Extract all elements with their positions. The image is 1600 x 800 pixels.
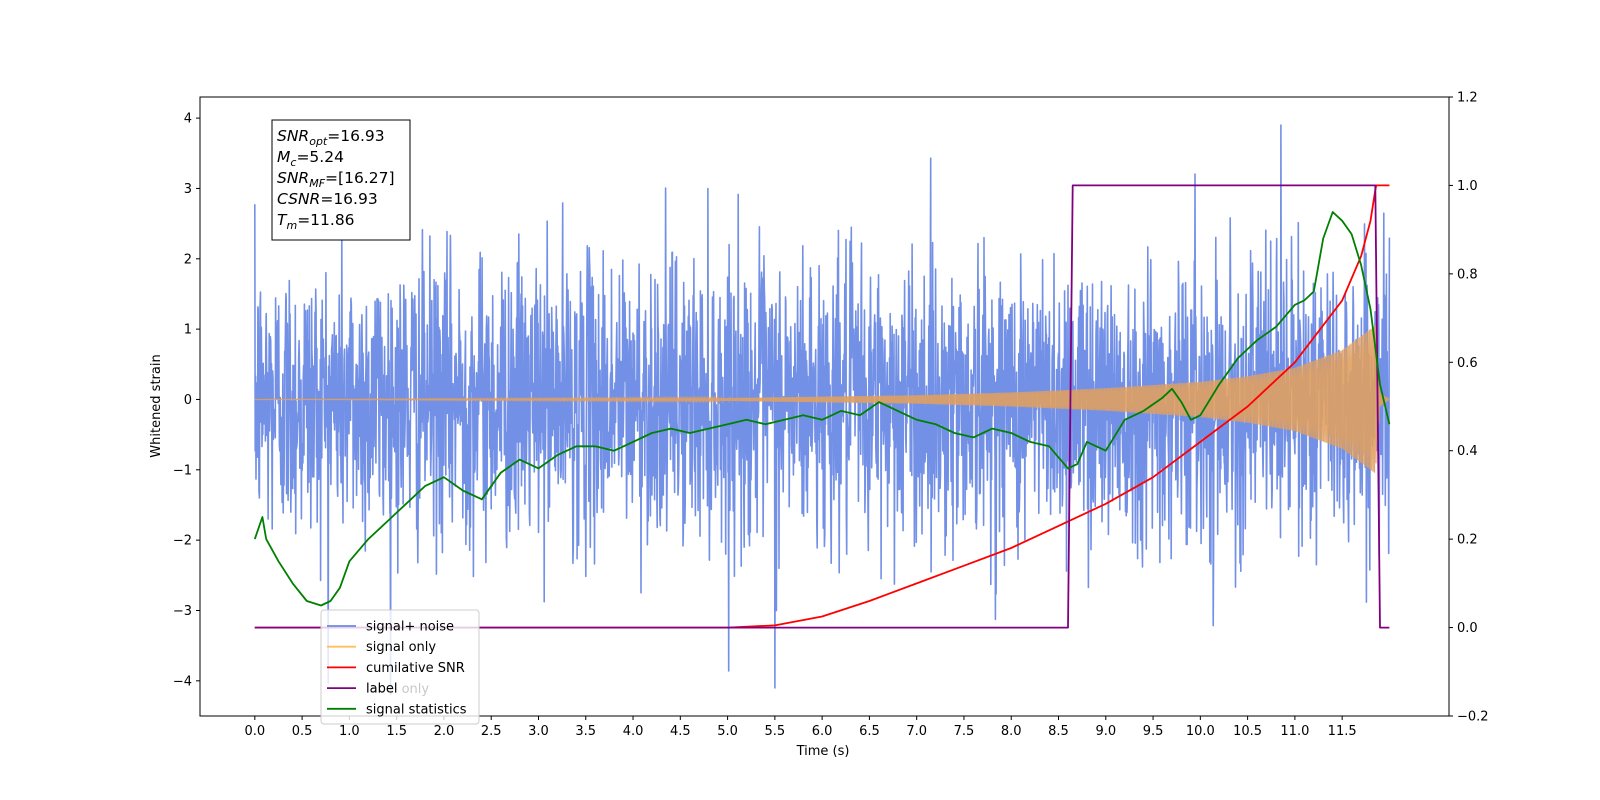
x-tick-label: 11.5: [1328, 724, 1357, 739]
legend-label: label: [366, 682, 397, 697]
y2-tick-label: 0.0: [1457, 621, 1478, 636]
legend-items: signal+ noise signal only cumilative SNR la…: [327, 620, 467, 717]
info-line: Mc=5.24: [277, 148, 344, 169]
plot-frame: [199, 96, 1450, 717]
legend: label only signal+ noise signal only cumil…: [320, 609, 480, 725]
y-tick-label: 0: [184, 393, 192, 408]
x-tick-label: 1.0: [339, 724, 360, 739]
x-tick-label: 2.5: [481, 724, 502, 739]
x-tick-label: 0.0: [244, 724, 265, 739]
info-lines: SNRopt=16.93Mc=5.24SNRMF=[16.27]CSNR=16.…: [277, 127, 395, 232]
x-tick-label: 3.5: [575, 724, 596, 739]
y-axis-right: −0.2 0.0 0.2 0.4 0.6 0.8 1.0 1.2: [1449, 91, 1489, 725]
series-cumilative-snr: [254, 184, 1390, 629]
legend-label: signal+ noise: [366, 620, 454, 635]
legend-label: cumilative SNR: [366, 661, 465, 676]
x-tick-label: 11.0: [1280, 724, 1309, 739]
x-tick-label: 9.0: [1095, 724, 1116, 739]
y-tick-label: 4: [184, 112, 192, 127]
y2-tick-label: 1.0: [1457, 179, 1478, 194]
y-tick-label: −1: [173, 463, 192, 478]
series-layer: [253, 124, 1391, 696]
series-signal-plus-noise: [254, 124, 1391, 696]
y-axis-label: Whitened strain: [149, 354, 164, 457]
x-tick-label: 6.0: [812, 724, 833, 739]
x-axis: 0.0 0.5 1.0 1.5 2.0 2.5 3.0 3.5 4.0 4.5 5.0 5.5 6.0 6…: [244, 716, 1357, 739]
legend-frame: [320, 609, 480, 725]
y2-tick-label: 1.2: [1457, 91, 1478, 106]
x-axis-label: Time (s): [796, 744, 850, 759]
x-tick-label: 8.5: [1048, 724, 1069, 739]
x-tick-label: 7.5: [954, 724, 975, 739]
y2-tick-label: 0.6: [1457, 356, 1478, 371]
x-tick-label: 1.5: [386, 724, 407, 739]
info-line: SNRopt=16.93: [277, 127, 385, 148]
y-tick-label: 2: [184, 252, 192, 267]
y-tick-label: −4: [173, 674, 192, 689]
x-tick-label: 2.0: [434, 724, 455, 739]
x-tick-label: 8.0: [1001, 724, 1022, 739]
y2-tick-label: 0.4: [1457, 444, 1478, 459]
y-tick-label: −2: [173, 534, 192, 549]
x-tick-label: 9.5: [1143, 724, 1164, 739]
series-signal-only: [254, 325, 1390, 473]
legend-label: signal statistics: [366, 702, 467, 717]
y2-tick-label: 0.8: [1457, 267, 1478, 282]
y-tick-label: −3: [173, 604, 192, 619]
series-signal-statistics: [253, 211, 1391, 607]
info-box-frame: [271, 119, 411, 241]
y2-tick-label: −0.2: [1457, 710, 1489, 725]
y-tick-label: 3: [184, 182, 192, 197]
legend-label: signal only: [366, 640, 436, 655]
y-axis-left: −4 −3 −2 −1 0 1 2 3 4: [173, 112, 200, 689]
x-tick-label: 5.0: [717, 724, 738, 739]
y2-tick-label: 0.2: [1457, 533, 1478, 548]
x-tick-label: 10.0: [1186, 724, 1215, 739]
info-line: Tm=11.86: [277, 211, 355, 232]
series-label: [254, 184, 1390, 629]
info-line: CSNR=16.93: [277, 190, 378, 208]
x-tick-label: 5.5: [765, 724, 786, 739]
x-tick-label: 10.5: [1233, 724, 1262, 739]
info-line: SNRMF=[16.27]: [277, 169, 395, 190]
x-tick-label: 0.5: [292, 724, 313, 739]
x-tick-label: 3.0: [528, 724, 549, 739]
stats-info-box: SNRopt=16.93Mc=5.24SNRMF=[16.27]CSNR=16.…: [271, 119, 411, 241]
x-tick-label: 7.0: [906, 724, 927, 739]
legend-hidden-label-only: label only: [366, 682, 429, 697]
y-tick-label: 1: [184, 323, 192, 338]
x-tick-label: 4.5: [670, 724, 691, 739]
x-tick-label: 6.5: [859, 724, 880, 739]
x-tick-label: 4.0: [623, 724, 644, 739]
